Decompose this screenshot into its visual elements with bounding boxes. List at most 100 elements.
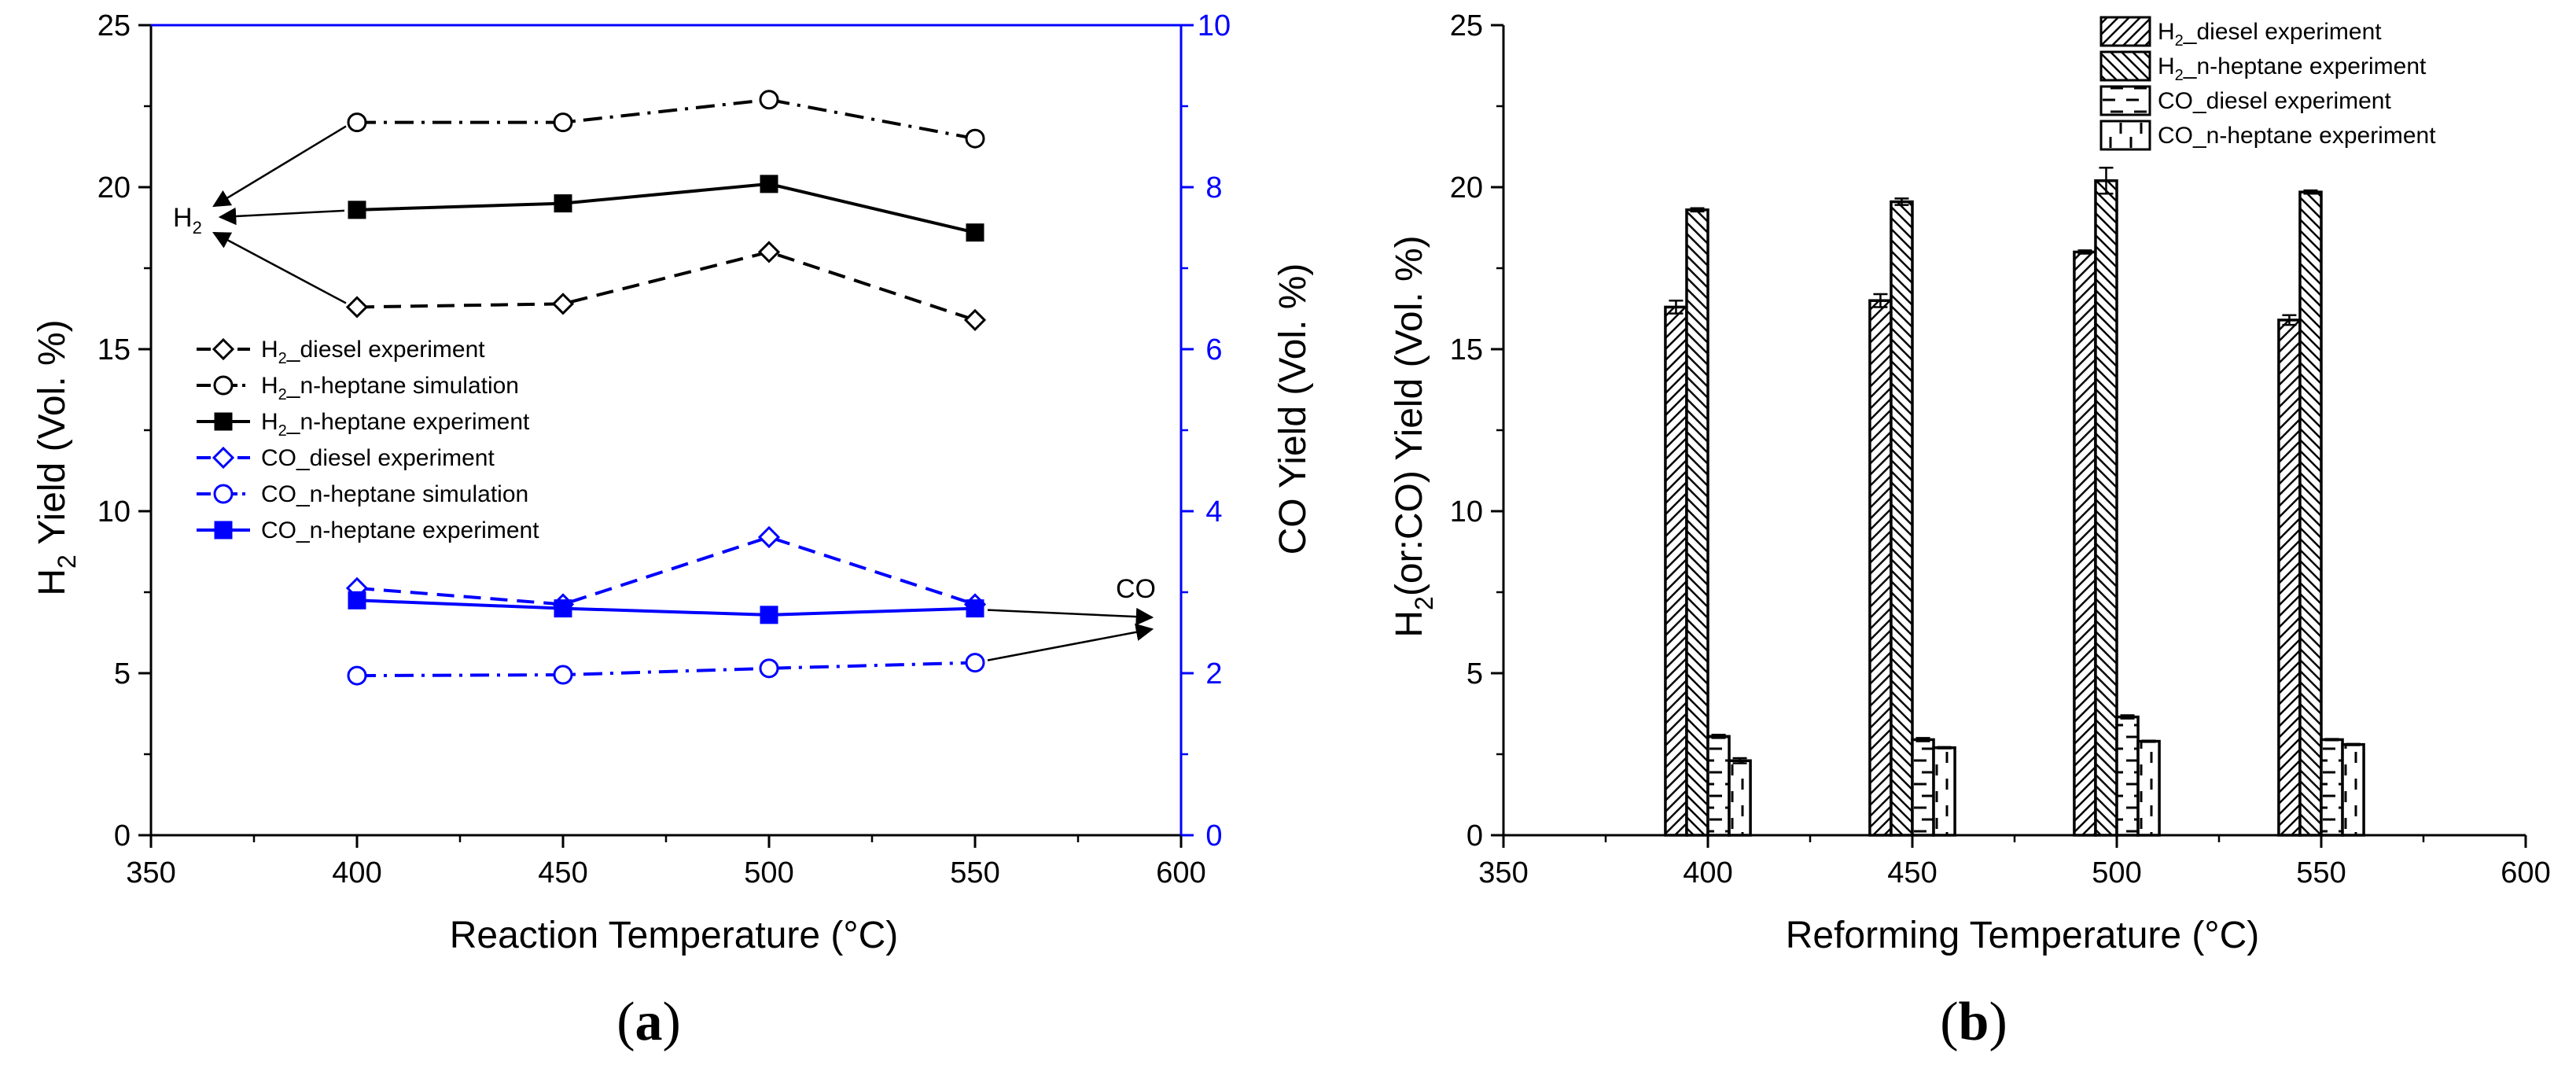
legend-label: H2_n-heptane experiment: [261, 409, 530, 440]
panel-b-y-tick-label: 15: [1450, 333, 1483, 366]
panel-b-bar: [2136, 739, 2161, 837]
panel-a-point: [348, 591, 366, 609]
panel-a-point: [347, 665, 367, 686]
panel-b-bar: [2094, 179, 2118, 837]
panel-a-point: [965, 128, 985, 149]
legend-swatch: [2099, 120, 2151, 151]
panel-b-bar: [2320, 738, 2344, 837]
legend-marker: [214, 412, 233, 431]
panel-a-series-line-0: [356, 250, 976, 322]
panel-b-y-axis-title: H2(or:CO) Yield (Vol. %): [1389, 235, 1438, 637]
panel-b-x-tick-label: 500: [2092, 856, 2141, 889]
panel-a-y-tick-label-right: 6: [1205, 333, 1222, 366]
panel-b-bar: [2341, 742, 2365, 837]
panel-a-point: [963, 308, 987, 332]
panel-b-x-tick-label: 400: [1683, 856, 1732, 889]
panel-b-y-tick-label: 10: [1450, 495, 1483, 528]
panel-a-point: [554, 599, 572, 618]
panel-a-point: [759, 658, 779, 679]
panel-b-chart: 350 400 450 500 550 600 0 5 10 15 20 25 H2_diesel ex…: [1389, 9, 2551, 1052]
panel-b-bar: [2298, 190, 2323, 837]
h2-arrow-middle: [218, 207, 345, 226]
panel-a-point: [966, 599, 984, 618]
legend-label: H2_n-heptane experiment: [2158, 53, 2427, 84]
panel-a-point: [757, 525, 781, 549]
panel-a-point: [345, 296, 369, 319]
legend-marker: [212, 337, 235, 361]
legend-label: H2_n-heptane simulation: [261, 373, 519, 403]
panel-a-series-line-3: [356, 535, 976, 606]
panel-a-label: (a): [616, 992, 681, 1052]
panel-a-point: [965, 653, 985, 673]
panel-a-series-line-1: [357, 98, 976, 141]
co-arrow-lower: [987, 623, 1154, 661]
panel-a-point: [759, 90, 779, 110]
panel-b-x-tick-label: 550: [2296, 856, 2346, 889]
panel-b-bar: [1728, 759, 1752, 837]
legend-label: CO_n-heptane simulation: [261, 481, 528, 507]
panel-a-y-tick-label-right: 10: [1198, 9, 1231, 42]
panel-b-bar: [1664, 305, 1688, 837]
panel-a-x-axis-title: Reaction Temperature (°C): [450, 915, 899, 956]
legend-swatch: [2099, 50, 2151, 82]
panel-a-y-axis-title-left: H2 Yield (Vol. %): [31, 319, 81, 595]
panel-a-y-tick-label-right: 0: [1205, 819, 1222, 853]
panel-b-bar: [1890, 200, 1914, 837]
legend-marker: [214, 521, 233, 540]
panel-a-y-tick-label-left: 0: [114, 819, 131, 853]
h2-arrow-upper: [212, 125, 347, 208]
panel-b-y-tick-label: 20: [1450, 171, 1483, 204]
panel-a-y-tick-label-right: 4: [1205, 495, 1222, 528]
panel-b-bar: [1706, 735, 1731, 837]
legend-label: CO_n-heptane experiment: [2158, 123, 2436, 149]
panel-a-y-tick-label-right: 8: [1205, 171, 1222, 204]
panel-a-point: [760, 606, 778, 624]
panel-b-x-tick-label: 350: [1478, 856, 1528, 889]
legend-label: H2_diesel experiment: [2158, 19, 2382, 50]
legend-swatch: [2099, 16, 2151, 47]
panel-b-x-axis-title: Reforming Temperature (°C): [1786, 915, 2260, 956]
co-annotation: CO: [1116, 574, 1156, 604]
legend-label: CO_diesel experiment: [261, 445, 495, 471]
panel-b-bar: [2073, 250, 2097, 837]
panel-b-y-tick-label: 5: [1466, 657, 1483, 691]
panel-a-series-line-5: [356, 598, 976, 617]
legend-marker: [212, 446, 235, 470]
panel-b-label: (b): [1940, 992, 2007, 1052]
panel-b-plot-area: 350 400 450 500 550 600 0 5 10 15 20 25 H2_diesel ex…: [1450, 9, 2551, 889]
panel-a-point: [554, 194, 572, 213]
legend-label: CO_n-heptane experiment: [261, 517, 539, 543]
panel-b-bar: [1868, 299, 1893, 837]
panel-b-x-tick-label: 450: [1887, 856, 1937, 889]
panel-a-point: [760, 175, 778, 193]
legend-marker: [213, 484, 234, 504]
panel-b-y-tick-label: 25: [1450, 9, 1483, 42]
panel-a-point: [348, 201, 366, 219]
panel-a-y-tick-label-left: 15: [98, 333, 131, 366]
panel-a-point: [553, 665, 573, 685]
panel-b-bar: [2115, 715, 2140, 837]
legend-swatch: [2099, 85, 2151, 116]
panel-a-x-tick-label: 500: [744, 856, 793, 889]
legend-marker: [213, 375, 234, 396]
panel-a-series-line-4: [356, 661, 976, 678]
h2-annotation: H2: [173, 203, 202, 238]
panel-b-bar: [1911, 738, 1935, 837]
panel-b-bar: [1932, 746, 1956, 837]
panel-a-y-tick-label-left: 5: [114, 657, 131, 691]
co-arrow-upper: [987, 607, 1154, 626]
panel-a-y-axis-title-right: CO Yield (Vol. %): [1272, 263, 1314, 555]
panel-a-x-tick-label: 350: [126, 856, 175, 889]
panel-a-y-tick-label-left: 20: [98, 171, 131, 204]
panel-a-point: [757, 241, 781, 263]
panel-b-x-tick-label: 600: [2501, 856, 2550, 889]
panel-a-y-tick-label-right: 2: [1205, 657, 1222, 691]
panel-a-point: [551, 293, 575, 315]
panel-b-y-tick-label: 0: [1466, 819, 1483, 853]
panel-a-series-line-2: [356, 182, 976, 234]
panel-a-point: [347, 112, 367, 133]
panel-a-x-tick-label: 600: [1156, 856, 1205, 889]
panel-a-y-tick-label-left: 10: [98, 495, 131, 528]
panel-a-plot-area: 350 400 450 500 550 60005101520250246810H2_di…: [98, 9, 1231, 889]
